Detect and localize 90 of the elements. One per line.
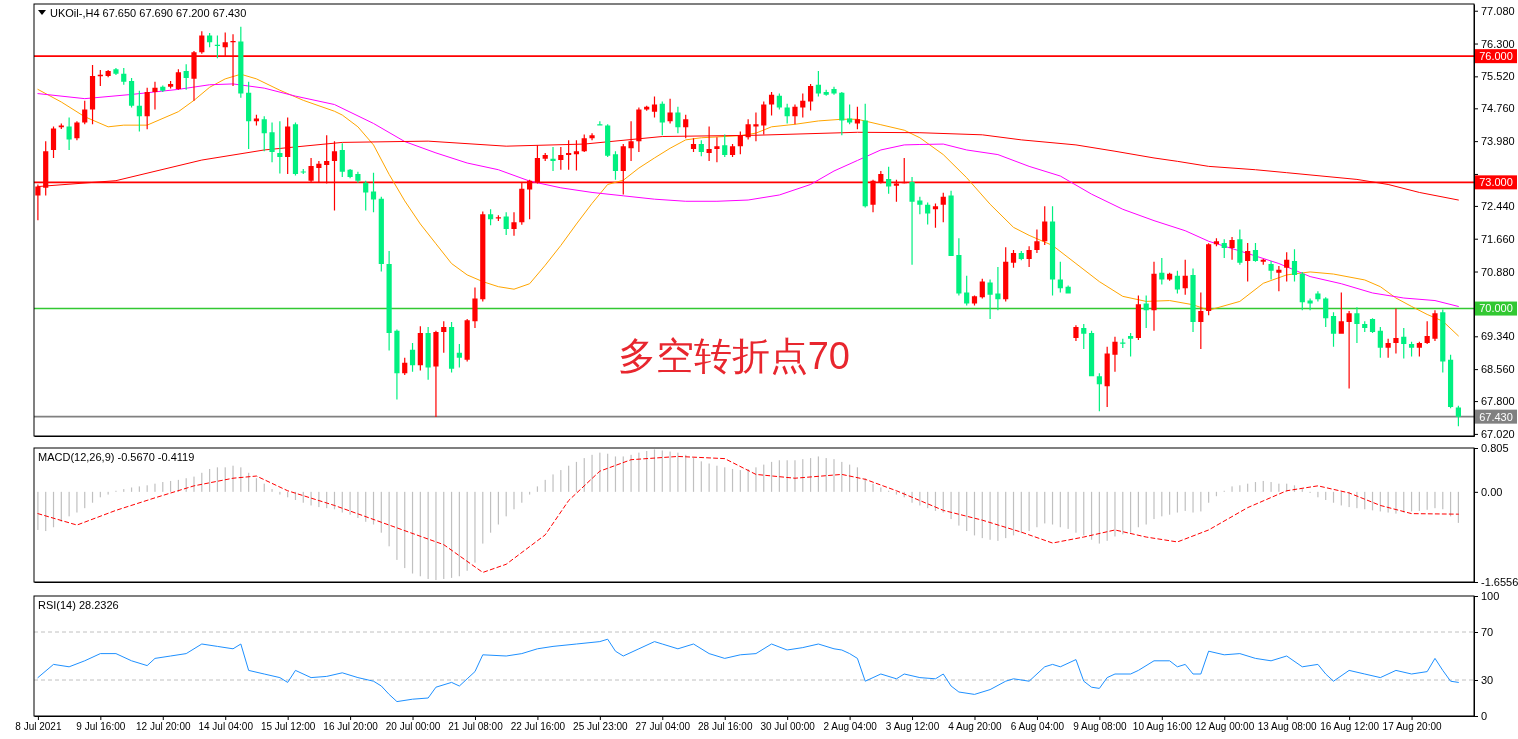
x-tick-label: 3 Aug 12:00 — [885, 721, 940, 733]
candlestick — [550, 147, 556, 171]
y-tick-label: 72.440 — [1481, 199, 1515, 212]
y-tick-label: 0 — [1481, 710, 1488, 723]
y-tick-label: 70.880 — [1481, 265, 1515, 278]
x-tick-label: 8 Jul 2021 — [15, 721, 62, 733]
x-tick-label: 15 Jul 12:00 — [260, 721, 316, 733]
candlestick — [511, 212, 517, 236]
candlestick — [987, 279, 993, 320]
candlestick — [1229, 237, 1235, 260]
y-tick-label: 100 — [1481, 590, 1500, 603]
candlestick — [300, 168, 306, 174]
candlestick — [1307, 298, 1313, 311]
ref-line-label: 76.000 — [1479, 50, 1513, 63]
candlestick — [1393, 308, 1399, 354]
x-tick-label: 10 Aug 16:00 — [1132, 721, 1193, 733]
candlestick — [831, 86, 837, 95]
x-tick-label: 22 Jul 16:00 — [510, 721, 566, 733]
candlestick — [1151, 261, 1157, 331]
candlestick — [597, 121, 603, 126]
x-tick-label: 9 Jul 16:00 — [76, 721, 126, 733]
candlestick — [1190, 268, 1196, 333]
x-tick-label: 4 Aug 20:00 — [948, 721, 1003, 733]
line-series — [37, 455, 1459, 573]
chart-title: UKOil-,H4 67.650 67.690 67.200 67.430 — [50, 7, 247, 19]
y-tick-label: 70 — [1481, 626, 1494, 639]
chart-title: MACD(12,26,9) -0.5670 -0.4119 — [38, 451, 195, 463]
x-tick-label: 9 Aug 08:00 — [1073, 721, 1127, 733]
x-tick-label: 27 Jul 04:00 — [635, 721, 691, 733]
candlestick — [1112, 336, 1118, 372]
candlestick — [472, 287, 478, 328]
x-tick-label: 21 Jul 08:00 — [448, 721, 504, 733]
y-tick-label: 30 — [1481, 674, 1494, 687]
line-series — [37, 73, 1459, 337]
y-tick-label: 0.00 — [1481, 485, 1503, 498]
candlestick — [152, 81, 158, 110]
line-series — [37, 638, 1459, 703]
x-tick-label: 16 Aug 12:00 — [1320, 721, 1380, 733]
y-tick-label: 67.800 — [1481, 395, 1515, 408]
chart-title: RSI(14) 28.2326 — [38, 599, 119, 611]
candlestick — [113, 67, 119, 76]
candlestick — [995, 266, 1001, 311]
candlestick — [1315, 291, 1321, 302]
x-tick-label: 17 Aug 20:00 — [1382, 721, 1442, 733]
x-tick-label: 16 Jul 20:00 — [323, 721, 379, 733]
candlestick — [1268, 261, 1274, 280]
x-tick-label: 30 Jul 00:00 — [760, 721, 816, 733]
candlestick — [74, 121, 80, 141]
candlestick — [948, 190, 954, 256]
candlestick — [1073, 325, 1079, 341]
candlestick — [909, 176, 915, 265]
y-tick-label: 77.080 — [1481, 4, 1515, 17]
candlestick — [347, 168, 353, 179]
y-tick-label: 75.520 — [1481, 70, 1515, 83]
line-series — [37, 83, 1459, 307]
y-tick-label: 74.760 — [1481, 102, 1515, 115]
x-tick-label: 13 Aug 08:00 — [1257, 721, 1318, 733]
x-tick-label: 6 Aug 04:00 — [1010, 721, 1065, 733]
candlestick — [1432, 310, 1438, 341]
x-tick-label: 20 Jul 00:00 — [385, 721, 441, 733]
candlestick — [1354, 307, 1360, 344]
y-tick-label: 0.805 — [1481, 442, 1509, 455]
candlestick — [589, 133, 595, 141]
candlestick — [495, 215, 501, 222]
x-tick-label: 12 Jul 20:00 — [136, 721, 191, 733]
y-tick-label: 67.020 — [1481, 427, 1515, 440]
candlestick — [433, 330, 439, 418]
ref-line-label: 73.000 — [1479, 176, 1513, 189]
x-tick-label: 14 Jul 04:00 — [198, 721, 254, 733]
candlestick — [714, 137, 720, 163]
candlestick — [394, 329, 400, 400]
candlestick — [355, 171, 361, 183]
candlestick — [792, 104, 798, 125]
x-tick-label: 25 Jul 23:00 — [573, 721, 629, 733]
candlestick — [667, 98, 673, 124]
ref-line-label: 70.000 — [1479, 302, 1513, 315]
y-tick-label: 76.300 — [1481, 37, 1515, 50]
y-tick-label: 68.560 — [1481, 363, 1515, 376]
candlestick — [269, 122, 275, 163]
x-tick-label: 12 Aug 00:00 — [1195, 721, 1255, 733]
x-tick-label: 2 Aug 04:00 — [823, 721, 878, 733]
y-tick-label: 73.980 — [1481, 135, 1515, 148]
ref-line-label: 67.430 — [1479, 410, 1513, 423]
y-tick-label: 69.340 — [1481, 330, 1515, 343]
candlestick — [675, 106, 681, 134]
y-tick-label: -1.6556 — [1481, 576, 1518, 589]
annotation: 多空转折点70 — [617, 335, 850, 378]
candlestick — [1034, 229, 1040, 254]
y-tick-label: 71.660 — [1481, 232, 1515, 245]
x-tick-label: 28 Jul 16:00 — [697, 721, 753, 733]
